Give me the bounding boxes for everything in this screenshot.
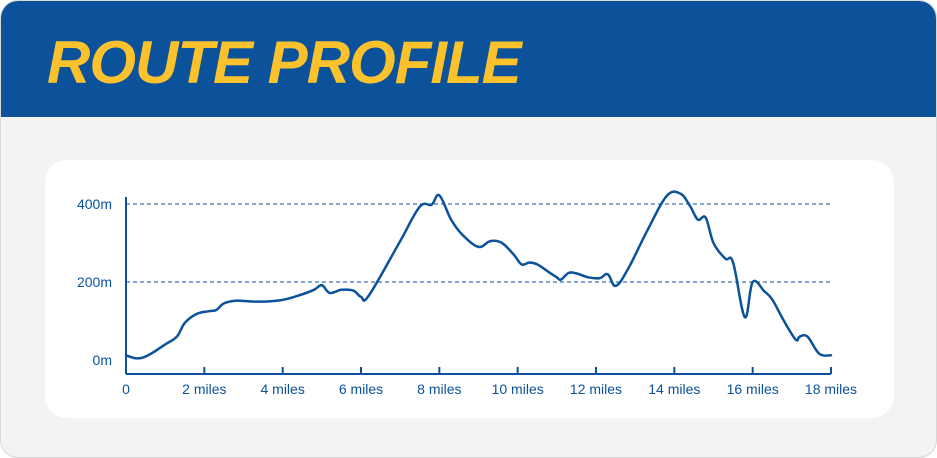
x-tick-label: 8 miles xyxy=(417,381,461,397)
x-tick-label: 12 miles xyxy=(570,381,622,397)
x-tick-label: 18 miles xyxy=(805,381,857,397)
x-tick-label: 6 miles xyxy=(339,381,383,397)
x-tick-label: 0 xyxy=(122,381,130,397)
grid-layer xyxy=(126,204,831,282)
x-tick-label: 14 miles xyxy=(648,381,700,397)
axis-layer xyxy=(126,197,831,374)
y-tick-label: 200m xyxy=(77,274,112,290)
x-tick-label: 10 miles xyxy=(492,381,544,397)
x-tick-label: 4 miles xyxy=(260,381,304,397)
x-tick-label: 16 miles xyxy=(727,381,779,397)
x-tick-label: 2 miles xyxy=(182,381,226,397)
y-tick-label: 0m xyxy=(93,352,112,368)
line-layer xyxy=(126,192,831,359)
y-tick-label: 400m xyxy=(77,196,112,212)
elevation-series-line xyxy=(126,192,831,359)
